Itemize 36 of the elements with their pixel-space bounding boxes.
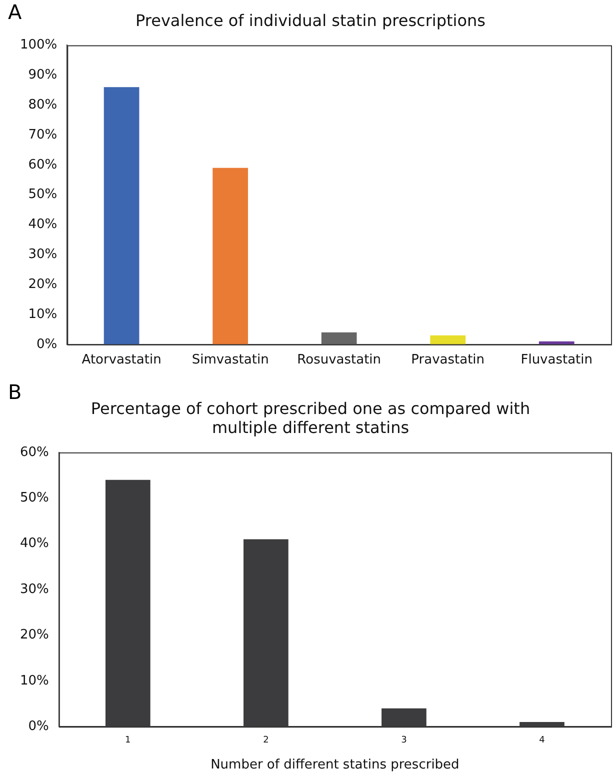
x-tick-label: 2 [263,735,269,746]
x-tick-label: Simvastatin [192,352,269,368]
x-tick-label: Rosuvastatin [297,352,382,368]
bar [321,332,357,344]
x-tick-label: Pravastatin [411,352,485,368]
x-tick-label: 4 [539,735,546,746]
y-tick-label: 30% [20,582,49,597]
y-tick-label: 20% [20,628,49,643]
y-tick-label: 0% [36,336,58,352]
y-tick-label: 30% [28,247,58,262]
text: A [8,0,22,24]
x-tick-label: Atorvastatin [82,352,162,368]
chart-title: Percentage of cohort prescribed one as compared with multiple different statins [90,398,530,437]
y-tick-label: 20% [28,276,58,292]
y-tick-label: 60% [28,157,58,172]
y-tick-label: 60% [20,444,49,460]
y-tick-label: 50% [20,490,49,506]
x-tick-label: 1 [125,735,131,746]
y-tick-label: 0% [28,718,49,734]
bar [430,335,466,344]
y-tick-label: 100% [20,38,58,53]
y-tick-label: 80% [28,97,58,112]
y-tick-label: 70% [28,127,58,142]
x-tick-label: 3 [401,735,407,746]
text: B [8,380,22,404]
y-tick-label: 10% [28,306,58,322]
bar [212,168,248,344]
bar [104,87,140,344]
x-axis-title: Number of different statins prescribed [210,758,460,773]
y-tick-label: 40% [20,536,49,552]
y-tick-label: 40% [28,217,58,232]
chart-title: Prevalence of individual statin prescriptions [136,10,486,30]
x-tick-label: Fluvastatin [520,352,593,368]
y-tick-label: 10% [20,673,49,688]
y-tick-label: 50% [28,187,58,202]
y-tick-label: 90% [28,67,58,82]
